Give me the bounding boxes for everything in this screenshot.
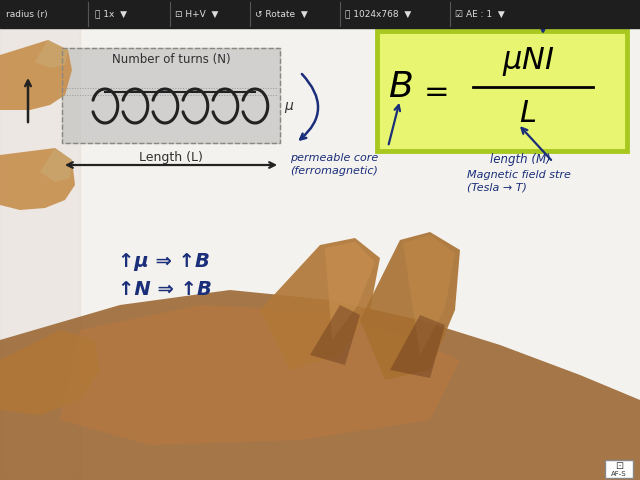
Polygon shape <box>0 290 640 480</box>
Polygon shape <box>35 40 68 68</box>
Polygon shape <box>310 305 360 365</box>
Text: 🔍 1x  ▼: 🔍 1x ▼ <box>95 10 127 19</box>
Text: Magnetic field stre: Magnetic field stre <box>467 170 571 180</box>
Bar <box>0 0 640 28</box>
Bar <box>62 48 280 143</box>
Bar <box>605 460 633 478</box>
Text: (ferromagnetic): (ferromagnetic) <box>290 166 378 176</box>
Polygon shape <box>390 315 445 378</box>
Polygon shape <box>0 330 100 415</box>
Text: $B$: $B$ <box>388 70 412 104</box>
Text: ↑μ ⇒ ↑B: ↑μ ⇒ ↑B <box>118 252 210 271</box>
Polygon shape <box>0 40 72 110</box>
Text: ↺ Rotate  ▼: ↺ Rotate ▼ <box>255 10 308 19</box>
Polygon shape <box>360 232 460 380</box>
Text: μ: μ <box>284 99 293 113</box>
Text: ☑ AE : 1  ▼: ☑ AE : 1 ▼ <box>455 10 505 19</box>
Polygon shape <box>60 305 460 445</box>
Text: (Tesla → T): (Tesla → T) <box>467 183 527 193</box>
FancyBboxPatch shape <box>377 31 627 151</box>
Polygon shape <box>403 235 455 355</box>
Text: permeable core: permeable core <box>290 153 378 163</box>
Polygon shape <box>0 148 75 210</box>
Text: ↑N ⇒ ↑B: ↑N ⇒ ↑B <box>118 280 212 299</box>
Text: $L$: $L$ <box>520 99 536 129</box>
Polygon shape <box>40 148 72 182</box>
Text: $=$: $=$ <box>418 75 448 105</box>
Text: AF-S: AF-S <box>611 471 627 477</box>
Text: ⬜ 1024x768  ▼: ⬜ 1024x768 ▼ <box>345 10 412 19</box>
Polygon shape <box>325 242 375 340</box>
Text: radius (r): radius (r) <box>6 10 47 19</box>
Text: length (M): length (M) <box>490 153 551 166</box>
Text: $\mu NI$: $\mu NI$ <box>502 46 554 79</box>
Bar <box>62 48 280 143</box>
Text: Length (L): Length (L) <box>139 151 203 164</box>
Text: ⊡ H+V  ▼: ⊡ H+V ▼ <box>175 10 218 19</box>
Polygon shape <box>260 238 380 370</box>
Text: ⊡: ⊡ <box>615 461 623 471</box>
Bar <box>0 28 80 480</box>
Text: Number of turns (N): Number of turns (N) <box>112 53 230 67</box>
